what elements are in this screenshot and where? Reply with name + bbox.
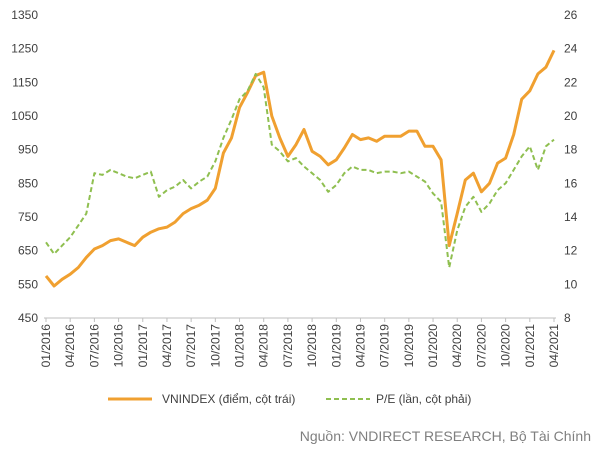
- y-left-tick-label: 750: [18, 210, 38, 224]
- x-tick-label: 07/2020: [474, 324, 488, 368]
- x-tick-label: 04/2021: [547, 324, 561, 368]
- y-left-tick-label: 1050: [11, 109, 38, 123]
- y-right-tick-label: 8: [564, 311, 571, 325]
- y-left-tick-label: 550: [18, 277, 38, 291]
- y-left-tick-label: 950: [18, 143, 38, 157]
- x-tick-label: 07/2019: [378, 324, 392, 368]
- y-right-tick-label: 22: [564, 75, 578, 89]
- y-right-tick-label: 10: [564, 277, 578, 291]
- x-tick-label: 10/2018: [305, 324, 319, 368]
- x-tick-label: 04/2017: [160, 324, 174, 368]
- legend-pe-label: P/E (lần, cột phải): [376, 392, 471, 406]
- x-tick-label: 07/2016: [87, 324, 101, 368]
- series-line-vnindex: [44, 49, 556, 288]
- x-tick-label: 01/2018: [233, 324, 247, 368]
- y-left-tick-label: 1150: [12, 75, 38, 89]
- y-right-tick-label: 24: [564, 42, 578, 56]
- x-tick-label: 10/2016: [112, 324, 126, 368]
- x-tick-label: 01/2021: [523, 324, 537, 368]
- x-tick-label: 04/2016: [63, 324, 77, 368]
- x-tick-label: 04/2020: [450, 324, 464, 368]
- x-tick-label: 10/2020: [499, 324, 513, 368]
- x-tick-label: 01/2020: [426, 324, 440, 368]
- y-left-tick-label: 650: [18, 244, 38, 258]
- y-right-tick-label: 16: [564, 176, 578, 190]
- x-tick-label: 10/2019: [402, 324, 416, 368]
- x-tick-label: 04/2018: [257, 324, 271, 368]
- y-left-tick-label: 1250: [11, 42, 38, 56]
- series-line-pe: [45, 72, 555, 269]
- y-right-tick-label: 20: [564, 109, 578, 123]
- x-tick-label: 10/2017: [208, 324, 222, 368]
- legend-vnindex-label: VNINDEX (điểm, cột trái): [162, 392, 295, 406]
- y-left-tick-label: 1350: [11, 8, 38, 22]
- y-right-tick-label: 14: [564, 210, 578, 224]
- x-tick-label: 01/2019: [329, 324, 343, 368]
- x-tick-label: 04/2019: [353, 324, 367, 368]
- y-right-tick-label: 26: [564, 8, 578, 22]
- x-tick-label: 01/2016: [39, 324, 53, 368]
- x-tick-label: 01/2017: [136, 324, 150, 368]
- x-tick-label: 07/2018: [281, 324, 295, 368]
- y-left-tick-label: 850: [18, 176, 38, 190]
- x-tick-label: 07/2017: [184, 324, 198, 368]
- source-note: Nguồn: VNDIRECT RESEARCH, Bộ Tài Chính: [299, 428, 591, 444]
- y-left-tick-label: 450: [18, 311, 38, 325]
- y-right-tick-label: 18: [564, 143, 578, 157]
- y-right-tick-label: 12: [564, 244, 578, 258]
